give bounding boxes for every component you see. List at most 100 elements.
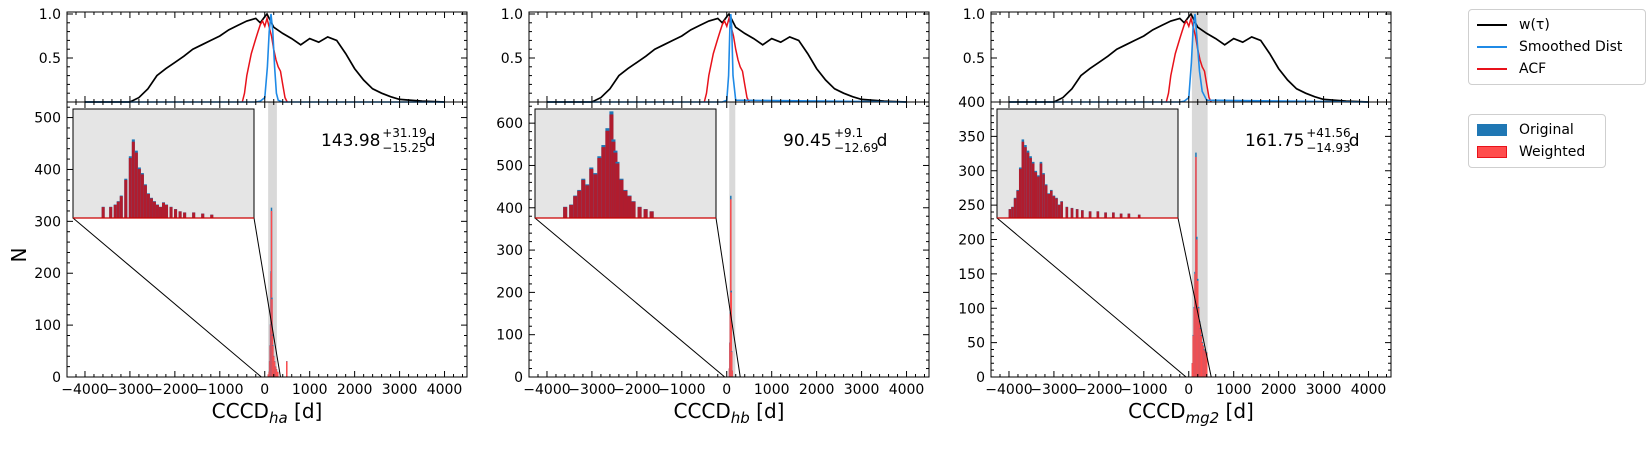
weighted-bar bbox=[1203, 349, 1205, 377]
x-tick-label: −2000 bbox=[151, 382, 198, 398]
x-tick-label: 2000 bbox=[799, 382, 835, 398]
x-tick-label: −1000 bbox=[196, 382, 243, 398]
lag-annotation-unit: d bbox=[1349, 131, 1360, 151]
weighted-bar bbox=[270, 210, 273, 377]
y-tick-label: 100 bbox=[958, 301, 985, 317]
weighted-bar bbox=[1192, 335, 1194, 377]
inset-connector-left bbox=[534, 217, 726, 378]
weighted-bar bbox=[1205, 352, 1208, 377]
y-tick-label: 200 bbox=[34, 266, 61, 282]
weighted-bar bbox=[277, 371, 279, 377]
weighted-bar bbox=[1196, 280, 1199, 377]
x-tick-label: −4000 bbox=[985, 382, 1032, 398]
inset-weighted-bar bbox=[1018, 168, 1022, 218]
x-tick-label: −1000 bbox=[658, 382, 705, 398]
inset-weighted-bar bbox=[585, 185, 590, 218]
inset-weighted-bar bbox=[1037, 176, 1040, 218]
inset-weighted-bar bbox=[140, 174, 144, 218]
inset-weighted-bar bbox=[178, 211, 182, 218]
inset-weighted-bar bbox=[1081, 210, 1084, 218]
x-tick-label: −4000 bbox=[61, 382, 108, 398]
legend-item-acf: ACF bbox=[1477, 58, 1637, 80]
inset-weighted-bar bbox=[1070, 208, 1074, 218]
inset-weighted-bar bbox=[1096, 211, 1100, 218]
legend-item-smoothed: Smoothed Dist bbox=[1477, 36, 1637, 58]
x-tick-label: 0 bbox=[1184, 382, 1193, 398]
inset-weighted-bar bbox=[1008, 209, 1012, 218]
lag-annotation-minus: −12.69 bbox=[834, 141, 878, 155]
top-y-tick-label: 0.5 bbox=[501, 51, 523, 67]
inset-weighted-bar bbox=[152, 201, 156, 218]
ccf-legend-swatch bbox=[1477, 24, 1507, 26]
smoothed-legend-swatch bbox=[1477, 46, 1507, 48]
inset-weighted-bar bbox=[1065, 207, 1069, 218]
weighted-bar bbox=[1201, 342, 1203, 377]
inset-weighted-bar bbox=[131, 141, 135, 218]
x-axis-label: CCCDhb [d] bbox=[674, 399, 785, 427]
x-tick-label: −3000 bbox=[1030, 382, 1077, 398]
inset-weighted-bar bbox=[573, 196, 578, 218]
weighted-bar bbox=[1200, 335, 1203, 377]
inset-weighted-bar bbox=[569, 204, 574, 218]
lag-annotation-unit: d bbox=[877, 131, 888, 151]
y-tick-label: 200 bbox=[958, 233, 985, 249]
weighted-bar bbox=[272, 356, 275, 377]
inset-weighted-bar bbox=[165, 204, 169, 218]
inset-weighted-bar bbox=[113, 204, 117, 218]
y-tick-label: 500 bbox=[496, 158, 523, 174]
legend-label-ccf: w(τ) bbox=[1519, 17, 1550, 33]
inset-weighted-bar bbox=[1088, 211, 1092, 218]
y-tick-label: 100 bbox=[496, 328, 523, 344]
inset-weighted-bar bbox=[1016, 190, 1019, 218]
x-tick-label: 4000 bbox=[427, 382, 463, 398]
y-tick-label: 300 bbox=[958, 164, 985, 180]
inset-weighted-bar bbox=[1060, 201, 1063, 218]
inset-connector-right bbox=[715, 217, 741, 378]
x-tick-label: 1000 bbox=[1216, 382, 1252, 398]
top-y-tick-label: 1.0 bbox=[501, 7, 523, 23]
confidence-region bbox=[729, 102, 736, 377]
y-tick-label: 250 bbox=[958, 198, 985, 214]
legend-label-original: Original bbox=[1519, 122, 1574, 138]
inset-weighted-bar bbox=[137, 168, 141, 218]
inset-connector-right bbox=[1177, 217, 1212, 378]
weighted-bar bbox=[275, 369, 278, 377]
bottom-axes-frame bbox=[66, 101, 468, 378]
inset-connector-right bbox=[253, 217, 281, 378]
inset-weighted-bar bbox=[1026, 152, 1030, 218]
legend-label-weighted: Weighted bbox=[1519, 144, 1586, 160]
top-y-tick-label: 0.5 bbox=[39, 51, 61, 67]
legend-item-weighted: Weighted bbox=[1477, 141, 1597, 163]
lag-annotation: 90.45 bbox=[783, 131, 832, 151]
legend-label-acf: ACF bbox=[1519, 61, 1547, 77]
weighted-bar bbox=[1197, 308, 1200, 377]
y-tick-label: 0 bbox=[514, 370, 523, 386]
y-tick-label: 350 bbox=[958, 129, 985, 145]
weighted-bar bbox=[1204, 350, 1206, 377]
y-tick-label: 500 bbox=[34, 111, 61, 127]
top-y-tick-label: 1.0 bbox=[39, 7, 61, 23]
inset-weighted-bar bbox=[1104, 212, 1107, 218]
inset-weighted-bar bbox=[1050, 190, 1053, 218]
inset-weighted-bar bbox=[623, 190, 628, 218]
weighted-bar bbox=[267, 374, 270, 377]
inset-weighted-bar bbox=[627, 196, 632, 218]
inset-axes bbox=[72, 108, 255, 219]
lag-annotation-plus: +31.19 bbox=[382, 126, 426, 140]
x-axis-label: CCCDmg2 [d] bbox=[1128, 399, 1254, 427]
inset-weighted-bar bbox=[143, 185, 147, 218]
lag-annotation: 161.75 bbox=[1245, 131, 1304, 151]
inset-weighted-bar bbox=[637, 207, 642, 218]
inset-weighted-bar bbox=[589, 168, 594, 218]
inset-weighted-bar bbox=[1112, 212, 1115, 218]
x-tick-label: 4000 bbox=[1351, 382, 1387, 398]
x-tick-label: 2000 bbox=[337, 382, 373, 398]
inset-weighted-bar bbox=[649, 211, 654, 218]
inset-weighted-bar bbox=[1127, 213, 1131, 218]
y-tick-label: 300 bbox=[496, 243, 523, 259]
acf-line bbox=[241, 15, 288, 103]
inset-weighted-bar bbox=[1042, 174, 1045, 218]
ccf-line bbox=[1009, 12, 1369, 103]
weighted-bar bbox=[1191, 363, 1194, 377]
inset-weighted-bar bbox=[1013, 198, 1017, 218]
